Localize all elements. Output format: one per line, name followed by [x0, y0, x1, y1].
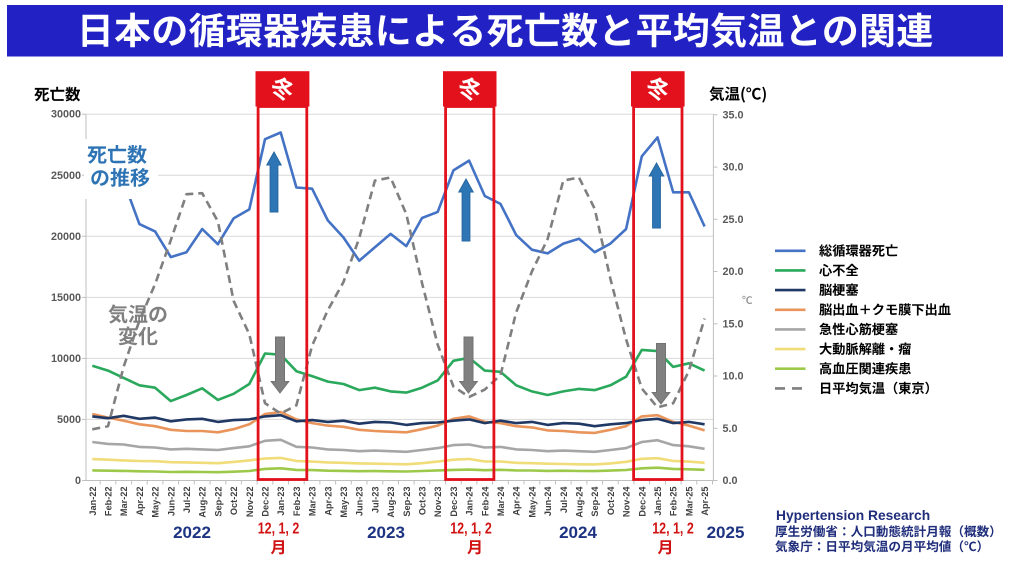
svg-text:Oct-24: Oct-24 [606, 486, 616, 515]
svg-text:Jun-22: Jun-22 [166, 487, 176, 517]
svg-text:10.0: 10.0 [723, 371, 744, 383]
svg-text:15.0: 15.0 [723, 318, 744, 330]
svg-text:12, 1, 2: 12, 1, 2 [652, 520, 694, 538]
svg-text:Jun-23: Jun-23 [355, 487, 365, 517]
svg-text:25000: 25000 [51, 170, 81, 182]
svg-text:Sep-24: Sep-24 [590, 486, 600, 517]
svg-text:Apr-23: Apr-23 [323, 487, 333, 516]
svg-text:Dec-23: Dec-23 [449, 487, 459, 517]
svg-text:Nov-22: Nov-22 [245, 487, 255, 518]
svg-text:20.0: 20.0 [723, 266, 744, 278]
svg-text:Feb-23: Feb-23 [292, 487, 302, 517]
svg-text:10000: 10000 [51, 353, 81, 365]
svg-text:Apr-24: Apr-24 [512, 486, 522, 516]
svg-text:Jan-23: Jan-23 [276, 487, 286, 516]
svg-text:Apr-25: Apr-25 [700, 487, 710, 516]
svg-text:15000: 15000 [51, 292, 81, 304]
svg-text:Jan-22: Jan-22 [88, 487, 98, 516]
svg-text:Mar-25: Mar-25 [684, 487, 694, 517]
svg-text:Feb-24: Feb-24 [480, 486, 490, 517]
svg-text:30.0: 30.0 [723, 162, 744, 174]
svg-text:May-23: May-23 [339, 487, 349, 518]
svg-text:0: 0 [75, 475, 81, 487]
svg-text:Sep-23: Sep-23 [402, 487, 412, 517]
svg-text:20000: 20000 [51, 231, 81, 243]
svg-text:2022: 2022 [173, 523, 211, 542]
svg-text:May-22: May-22 [151, 487, 161, 518]
svg-text:May-24: May-24 [527, 486, 537, 518]
svg-text:Hypertension Research: Hypertension Research [776, 508, 930, 523]
svg-text:Sep-22: Sep-22 [213, 487, 223, 517]
svg-text:35.0: 35.0 [723, 109, 744, 121]
svg-text:0.0: 0.0 [723, 475, 738, 487]
svg-text:Mar-22: Mar-22 [119, 487, 129, 517]
svg-text:Dec-24: Dec-24 [637, 486, 647, 517]
svg-text:12, 1, 2: 12, 1, 2 [258, 520, 300, 538]
svg-text:Jul-22: Jul-22 [182, 487, 192, 514]
svg-text:Aug-24: Aug-24 [575, 486, 585, 518]
svg-text:2023: 2023 [367, 523, 405, 542]
svg-text:Jun-24: Jun-24 [543, 486, 553, 517]
svg-text:Apr-22: Apr-22 [135, 487, 145, 516]
svg-text:5.0: 5.0 [723, 423, 738, 435]
svg-text:Oct-23: Oct-23 [418, 487, 428, 516]
svg-text:25.0: 25.0 [723, 214, 744, 226]
svg-text:Jan-24: Jan-24 [465, 486, 475, 516]
svg-text:5000: 5000 [57, 414, 81, 426]
svg-text:Nov-24: Nov-24 [622, 486, 632, 518]
svg-text:2025: 2025 [707, 523, 745, 542]
svg-text:Dec-22: Dec-22 [261, 487, 271, 517]
svg-text:Jan-25: Jan-25 [653, 487, 663, 516]
svg-text:Aug-23: Aug-23 [386, 487, 396, 518]
svg-text:12, 1, 2: 12, 1, 2 [450, 520, 492, 538]
svg-text:Mar-24: Mar-24 [496, 486, 506, 517]
svg-text:Feb-25: Feb-25 [669, 487, 679, 517]
svg-text:Oct-22: Oct-22 [229, 487, 239, 516]
svg-text:Jul-24: Jul-24 [559, 486, 569, 513]
svg-text:2024: 2024 [559, 523, 597, 542]
svg-text:Nov-23: Nov-23 [433, 487, 443, 518]
svg-text:Mar-23: Mar-23 [308, 487, 318, 517]
svg-text:Feb-22: Feb-22 [104, 487, 114, 517]
svg-text:30000: 30000 [51, 109, 81, 121]
svg-text:Aug-22: Aug-22 [198, 487, 208, 518]
svg-text:Jul-23: Jul-23 [370, 487, 380, 514]
